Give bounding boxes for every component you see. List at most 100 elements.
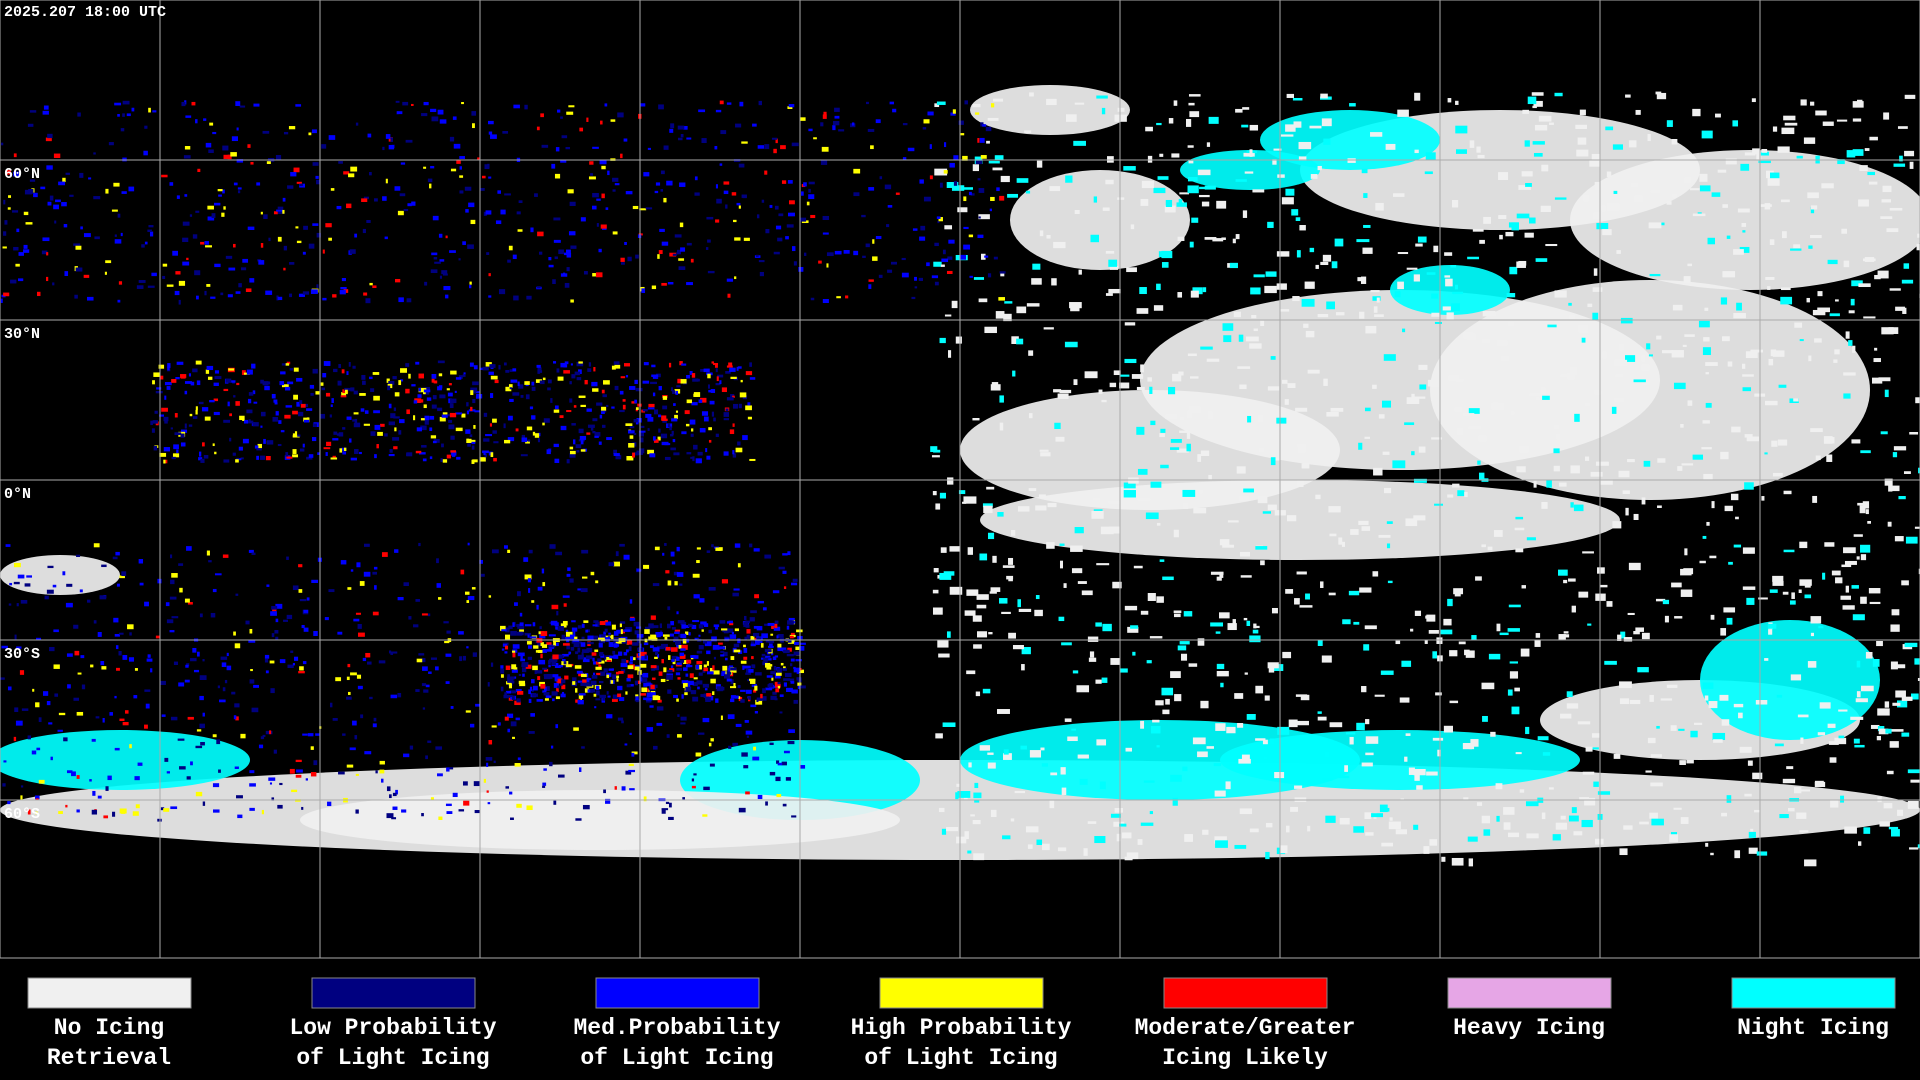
icing-speck [489, 364, 496, 368]
cloud-speck [931, 455, 940, 458]
icing-speck [559, 681, 563, 686]
icing-speck [326, 441, 332, 447]
cloud-speck [1394, 291, 1401, 298]
icing-speck [432, 440, 437, 444]
cloud-speck [1641, 364, 1650, 371]
icing-speck [402, 101, 409, 106]
icing-speck [720, 650, 725, 653]
cloud-speck [1750, 828, 1754, 832]
cloud-speck [1200, 450, 1210, 457]
icing-speck [708, 742, 712, 747]
icing-speck [676, 251, 679, 255]
icing-speck [147, 229, 152, 232]
icing-speck [336, 205, 342, 210]
cloud-speck [990, 587, 1001, 592]
icing-speck [737, 685, 741, 689]
icing-speck [479, 187, 485, 191]
icing-speck [759, 271, 764, 277]
icing-speck [771, 652, 774, 656]
icing-speck [577, 647, 581, 653]
icing-speck [359, 451, 362, 455]
icing-speck [154, 410, 158, 414]
icing-speck [539, 380, 545, 385]
icing-speck [655, 651, 659, 656]
icing-speck [525, 440, 530, 444]
icing-speck [634, 666, 640, 671]
cloud-speck [1426, 771, 1438, 776]
icing-speck [176, 195, 180, 199]
icing-speck [398, 430, 402, 435]
icing-speck [654, 546, 660, 551]
cloud-speck [1216, 670, 1229, 677]
cloud-speck [1413, 768, 1426, 776]
cloud-speck [1213, 763, 1222, 767]
cloud-speck [1666, 684, 1678, 688]
icing-speck [565, 664, 572, 668]
icing-speck [518, 631, 524, 636]
icing-speck [290, 172, 297, 177]
icing-speck [107, 775, 112, 781]
icing-speck [235, 459, 239, 463]
icing-speck [542, 582, 546, 587]
cloud-speck [1591, 153, 1601, 162]
icing-speck [684, 625, 690, 629]
icing-speck [747, 416, 752, 420]
icing-speck [671, 430, 674, 435]
icing-speck [706, 661, 709, 666]
cloud-speck [1689, 188, 1700, 191]
cloud-speck [1854, 744, 1865, 748]
cloud-speck [1852, 614, 1865, 621]
icing-speck [591, 381, 598, 387]
cloud-speck [1098, 389, 1103, 395]
icing-speck [584, 681, 590, 687]
cloud-speck [979, 745, 991, 751]
icing-speck [524, 104, 528, 110]
icing-speck [525, 394, 530, 400]
icing-speck [605, 207, 609, 210]
icing-speck [744, 615, 747, 621]
icing-speck [723, 418, 730, 421]
icing-speck [247, 398, 252, 404]
icing-layer [0, 100, 1006, 822]
icing-speck [2, 783, 6, 787]
icing-speck [105, 260, 112, 264]
icing-speck [721, 628, 728, 631]
icing-speck [167, 365, 170, 371]
icing-speck [207, 376, 213, 380]
cloud-speck [1113, 370, 1121, 376]
cloud-speck [1176, 202, 1187, 207]
icing-speck [7, 207, 11, 210]
icing-speck [741, 752, 748, 757]
icing-speck [801, 191, 804, 196]
icing-speck [195, 210, 200, 213]
icing-speck [300, 403, 306, 408]
icing-speck [569, 578, 574, 583]
icing-speck [787, 180, 793, 184]
icing-speck [347, 587, 352, 590]
icing-speck [338, 771, 345, 775]
icing-speck [702, 683, 709, 688]
icing-speck [46, 165, 53, 170]
cloud-speck [1087, 821, 1097, 824]
icing-speck [364, 410, 369, 414]
icing-speck [247, 226, 255, 230]
icing-speck [276, 295, 279, 301]
cloud-speck [1016, 338, 1024, 345]
cloud-speck [1520, 648, 1530, 657]
icing-speck [554, 676, 560, 682]
icing-speck [346, 203, 352, 209]
icing-speck [572, 639, 580, 642]
icing-speck [615, 671, 620, 675]
icing-speck [592, 205, 597, 210]
cloud-speck [1341, 541, 1346, 547]
icing-speck [590, 680, 597, 685]
icing-speck [136, 285, 144, 289]
icing-speck [697, 732, 705, 735]
cloud-speck [1029, 750, 1042, 758]
cloud-speck [1294, 785, 1303, 789]
icing-speck [548, 645, 556, 648]
icing-speck [367, 133, 372, 138]
cloud-speck [1350, 529, 1359, 535]
icing-speck [164, 395, 167, 400]
cloud-speck [1780, 287, 1791, 291]
